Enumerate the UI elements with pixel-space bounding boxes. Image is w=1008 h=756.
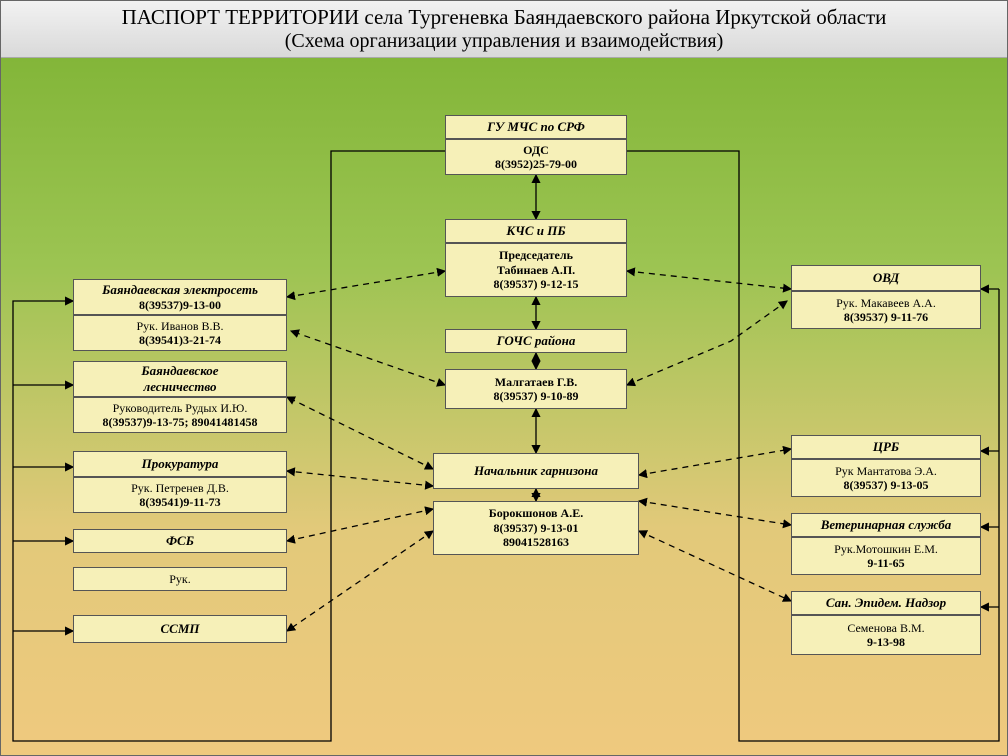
diagram-page: ПАСПОРТ ТЕРРИТОРИИ села Тургеневка Баянд…: [0, 0, 1008, 756]
node-ods: ОДС8(3952)25-79-00: [445, 139, 627, 175]
node-text: 9-11-65: [796, 556, 976, 570]
node-text: Рук. Иванов В.В.: [78, 319, 282, 333]
node-text: 8(3952)25-79-00: [450, 157, 622, 171]
node-garn_body: Борокшонов А.Е.8(39537) 9-13-01890415281…: [433, 501, 639, 555]
node-text: Начальник гарнизона: [438, 463, 634, 479]
node-fsb_body: Рук.: [73, 567, 287, 591]
node-elec_body: Рук. Иванов В.В.8(39541)3-21-74: [73, 315, 287, 351]
node-text: Борокшонов А.Е.: [438, 506, 634, 520]
node-forest_body: Руководитель Рудых И.Ю.8(39537)9-13-75; …: [73, 397, 287, 433]
node-text: ОВД: [796, 270, 976, 286]
node-text: ЦРБ: [796, 439, 976, 455]
node-text: ГУ МЧС по СРФ: [450, 119, 622, 135]
node-text: 8(39537) 9-13-01: [438, 521, 634, 535]
node-proc_title: Прокуратура: [73, 451, 287, 477]
edge: [13, 301, 73, 385]
node-text: Семенова В.М.: [796, 621, 976, 635]
node-text: Рук.: [78, 572, 282, 586]
node-crb_title: ЦРБ: [791, 435, 981, 459]
title-line1: ПАСПОРТ ТЕРРИТОРИИ села Тургеневка Баянд…: [1, 5, 1007, 30]
node-gu_mchs: ГУ МЧС по СРФ: [445, 115, 627, 139]
node-text: 9-13-98: [796, 635, 976, 649]
node-text: 8(39537)9-13-00: [78, 298, 282, 312]
edge: [287, 531, 433, 631]
node-sen_title: Сан. Эпидем. Надзор: [791, 591, 981, 615]
node-elec_title: Баяндаевская электросеть8(39537)9-13-00: [73, 279, 287, 315]
node-ovd_title: ОВД: [791, 265, 981, 291]
node-ssmp: ССМП: [73, 615, 287, 643]
node-gochs_title: ГОЧС района: [445, 329, 627, 353]
node-crb_body: Рук Мантатова Э.А.8(39537) 9-13-05: [791, 459, 981, 497]
node-kchs_body: ПредседательТабинаев А.П.8(39537) 9-12-1…: [445, 243, 627, 297]
node-text: 8(39537) 9-10-89: [450, 389, 622, 403]
node-text: 8(39541)9-11-73: [78, 495, 282, 509]
node-text: Баяндаевское: [78, 363, 282, 379]
node-text: 8(39537) 9-13-05: [796, 478, 976, 492]
node-text: Рук.Мотошкин Е.М.: [796, 542, 976, 556]
node-text: Председатель: [450, 248, 622, 262]
node-text: ГОЧС района: [450, 333, 622, 349]
node-text: КЧС и ПБ: [450, 223, 622, 239]
node-text: Прокуратура: [78, 456, 282, 472]
node-text: Рук Мантатова Э.А.: [796, 464, 976, 478]
edge: [287, 471, 433, 486]
node-text: 8(39537)9-13-75; 89041481458: [78, 415, 282, 429]
node-text: лесничество: [78, 379, 282, 395]
node-text: 8(39537) 9-11-76: [796, 310, 976, 324]
node-text: ОДС: [450, 143, 622, 157]
node-text: ССМП: [78, 621, 282, 637]
node-text: Малгатаев Г.В.: [450, 375, 622, 389]
node-kchs_title: КЧС и ПБ: [445, 219, 627, 243]
node-text: Рук. Макавеев А.А.: [796, 296, 976, 310]
edge: [639, 531, 791, 601]
node-text: 8(39537) 9-12-15: [450, 277, 622, 291]
node-text: Рук. Петренев Д.В.: [78, 481, 282, 495]
edge: [291, 331, 445, 385]
node-text: ФСБ: [78, 533, 282, 549]
node-garn_title: Начальник гарнизона: [433, 453, 639, 489]
edge: [627, 271, 791, 289]
title-line2: (Схема организации управления и взаимоде…: [1, 30, 1007, 53]
edge: [639, 501, 791, 525]
node-text: Сан. Эпидем. Надзор: [796, 595, 976, 611]
node-text: Табинаев А.П.: [450, 263, 622, 277]
edge: [639, 449, 791, 475]
edge: [287, 271, 445, 297]
node-proc_body: Рук. Петренев Д.В.8(39541)9-11-73: [73, 477, 287, 513]
title-band: ПАСПОРТ ТЕРРИТОРИИ села Тургеневка Баянд…: [1, 1, 1007, 58]
edge: [627, 301, 787, 385]
node-forest_title: Баяндаевскоелесничество: [73, 361, 287, 397]
edge: [287, 509, 433, 541]
node-ovd_body: Рук. Макавеев А.А.8(39537) 9-11-76: [791, 291, 981, 329]
node-sen_body: Семенова В.М.9-13-98: [791, 615, 981, 655]
node-gochs_body: Малгатаев Г.В.8(39537) 9-10-89: [445, 369, 627, 409]
node-vet_title: Ветеринарная служба: [791, 513, 981, 537]
edge: [13, 151, 445, 741]
node-fsb_title: ФСБ: [73, 529, 287, 553]
node-vet_body: Рук.Мотошкин Е.М.9-11-65: [791, 537, 981, 575]
node-text: Баяндаевская электросеть: [78, 282, 282, 298]
node-text: 8(39541)3-21-74: [78, 333, 282, 347]
edge: [287, 397, 433, 469]
node-text: Ветеринарная служба: [796, 517, 976, 533]
node-text: 89041528163: [438, 535, 634, 549]
node-text: Руководитель Рудых И.Ю.: [78, 401, 282, 415]
